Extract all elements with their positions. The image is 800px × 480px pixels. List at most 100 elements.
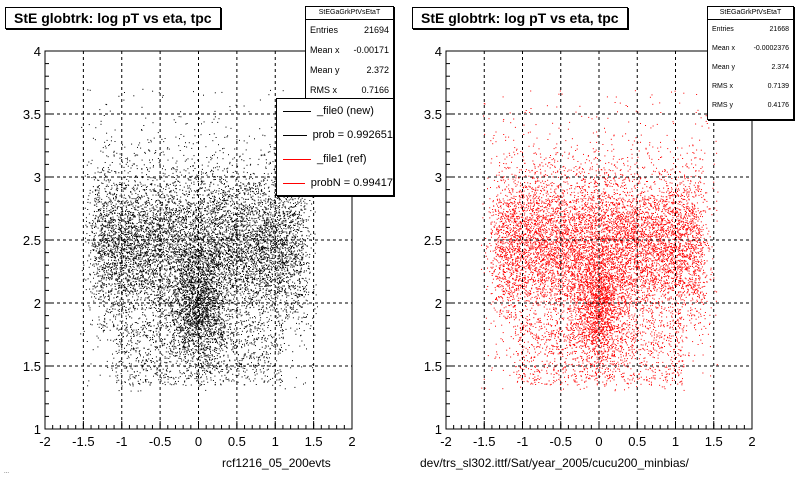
scatter-point [169,256,171,257]
scatter-point [103,261,105,263]
scatter-point [178,261,180,263]
scatter-point [249,306,251,308]
scatter-point [115,251,117,253]
scatter-point [204,354,206,356]
scatter-point [195,238,197,240]
scatter-point [185,384,187,386]
scatter-point [130,287,132,288]
scatter-point [186,346,188,348]
scatter-point [275,255,277,257]
scatter-point [183,341,184,343]
scatter-point [167,243,169,245]
scatter-point [133,257,134,259]
scatter-point [245,229,247,231]
scatter-point [213,201,214,203]
scatter-point [178,203,180,205]
scatter-point [129,283,131,285]
scatter-point [249,325,251,327]
scatter-point [192,348,194,350]
scatter-point [153,188,155,190]
scatter-point [149,340,151,342]
scatter-point [120,332,122,334]
scatter-point [246,311,248,313]
scatter-point [139,317,141,319]
scatter-point [124,381,126,383]
scatter-point [217,353,219,355]
scatter-point [152,214,154,216]
scatter-point [103,212,105,213]
scatter-point [214,360,216,362]
scatter-point [223,206,225,208]
scatter-point [271,336,273,338]
scatter-point [222,256,223,258]
scatter-point [278,275,280,277]
scatter-point [275,296,277,298]
scatter-point [213,242,215,244]
scatter-point [186,287,187,289]
scatter-point [184,286,186,288]
scatter-point [173,221,175,223]
scatter-point [263,251,265,253]
scatter-point [98,251,100,253]
scatter-point [145,278,147,280]
scatter-point [160,152,162,153]
scatter-point [186,202,188,204]
scatter-point [104,273,106,275]
scatter-point [181,255,183,256]
scatter-point [127,219,129,221]
scatter-point [94,260,96,261]
scatter-point [192,225,194,227]
scatter-point [229,267,231,269]
scatter-point [113,253,115,255]
scatter-point [178,341,180,343]
scatter-point [189,311,191,313]
scatter-point [132,385,134,387]
scatter-point [206,253,208,255]
scatter-point [110,252,112,253]
scatter-point [117,255,119,257]
scatter-point [213,303,215,305]
scatter-point [181,277,183,279]
scatter-point [122,299,124,300]
scatter-point [237,194,239,196]
scatter-point [120,228,122,230]
scatter-point [173,378,175,380]
scatter-point [133,188,135,190]
scatter-point [236,194,238,195]
scatter-point [292,309,294,310]
scatter-point [222,245,224,247]
scatter-point [283,211,285,213]
scatter-point [193,213,195,215]
scatter-point [188,293,190,295]
scatter-point [219,345,221,347]
scatter-point [272,203,273,205]
scatter-point [201,253,203,255]
scatter-point [258,246,260,248]
scatter-point [146,200,147,202]
scatter-point [161,277,163,279]
scatter-point [97,216,99,218]
scatter-point [237,375,239,376]
scatter-point [266,288,268,290]
scatter-point [176,326,178,328]
scatter-point [150,278,152,280]
scatter-point [202,304,204,306]
scatter-point [113,230,115,232]
scatter-point [131,323,133,325]
scatter-point [150,252,152,254]
scatter-point [102,253,104,255]
scatter-point [244,371,246,373]
scatter-point [112,194,114,196]
scatter-point [138,318,140,320]
scatter-point [239,192,241,194]
scatter-point [209,218,211,220]
scatter-point [162,95,164,96]
scatter-point [301,234,303,236]
scatter-point [234,148,236,150]
scatter-point [241,223,243,225]
scatter-point [153,165,154,167]
scatter-point [109,222,111,223]
scatter-point [168,247,170,249]
scatter-point [275,210,277,211]
scatter-point [249,183,251,185]
